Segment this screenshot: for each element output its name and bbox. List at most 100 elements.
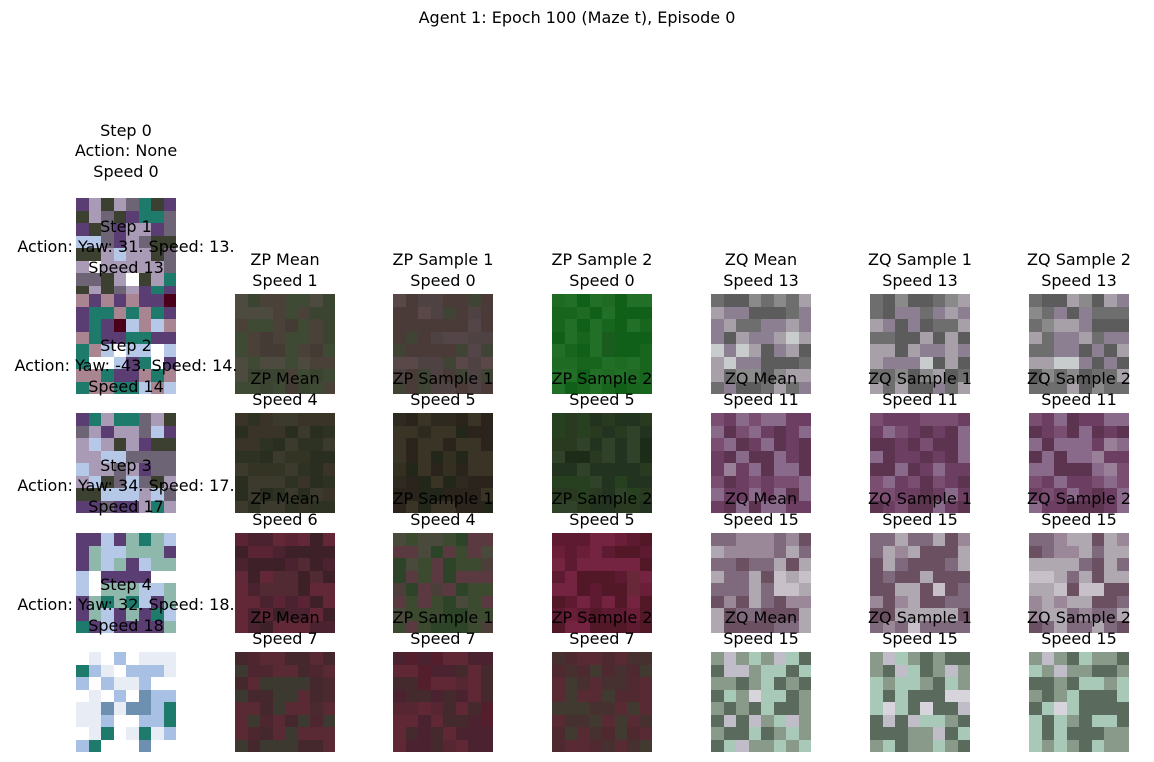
pixel bbox=[907, 583, 920, 596]
pixel bbox=[761, 381, 774, 394]
pixel bbox=[430, 425, 443, 438]
pixel bbox=[895, 344, 908, 357]
pixel bbox=[798, 369, 811, 382]
pixel bbox=[723, 500, 736, 513]
pixel bbox=[957, 608, 970, 621]
prediction-image bbox=[870, 413, 970, 513]
pixel bbox=[405, 488, 418, 501]
pixel bbox=[552, 500, 565, 513]
pixel bbox=[272, 702, 285, 715]
panel-speed: Speed 4 bbox=[410, 509, 476, 529]
pixel bbox=[711, 381, 724, 394]
prediction-title: ZQ Sample 2 Speed 13 bbox=[1027, 250, 1131, 291]
pixel bbox=[1029, 306, 1042, 319]
pixel bbox=[443, 319, 456, 332]
pixel bbox=[138, 248, 151, 261]
pixel bbox=[1079, 475, 1092, 488]
pixel bbox=[552, 344, 565, 357]
pixel bbox=[1029, 739, 1042, 752]
pixel bbox=[430, 356, 443, 369]
panel-title: ZQ Sample 2 bbox=[1027, 250, 1131, 269]
pixel bbox=[895, 319, 908, 332]
pixel bbox=[418, 714, 431, 727]
pixel bbox=[405, 702, 418, 715]
pixel bbox=[430, 570, 443, 583]
pixel bbox=[602, 608, 615, 621]
pixel bbox=[468, 500, 481, 513]
pixel bbox=[1041, 595, 1054, 608]
pixel bbox=[589, 356, 602, 369]
prediction-image bbox=[870, 294, 970, 394]
pixel bbox=[310, 620, 323, 633]
pixel bbox=[920, 739, 933, 752]
pixel bbox=[711, 583, 724, 596]
pixel bbox=[88, 273, 101, 286]
pixel bbox=[297, 488, 310, 501]
pixel bbox=[260, 702, 273, 715]
pixel bbox=[786, 583, 799, 596]
pixel bbox=[418, 545, 431, 558]
pixel bbox=[882, 608, 895, 621]
pixel bbox=[285, 438, 298, 451]
pixel bbox=[260, 714, 273, 727]
pixel bbox=[113, 620, 126, 633]
pixel bbox=[1104, 545, 1117, 558]
pixel bbox=[773, 714, 786, 727]
pixel bbox=[247, 545, 260, 558]
pixel bbox=[468, 475, 481, 488]
pixel bbox=[405, 438, 418, 451]
pixel bbox=[126, 620, 139, 633]
pixel bbox=[235, 450, 248, 463]
pixel bbox=[163, 702, 176, 715]
pixel bbox=[786, 500, 799, 513]
pixel bbox=[920, 488, 933, 501]
pixel bbox=[907, 488, 920, 501]
prediction-title: ZQ Sample 1 Speed 11 bbox=[868, 369, 972, 410]
pixel bbox=[126, 438, 139, 451]
pixel bbox=[798, 463, 811, 476]
pixel bbox=[920, 331, 933, 344]
pixel bbox=[748, 306, 761, 319]
pixel bbox=[1054, 438, 1067, 451]
pixel bbox=[163, 620, 176, 633]
pixel bbox=[589, 652, 602, 665]
pixel bbox=[882, 570, 895, 583]
pixel bbox=[393, 356, 406, 369]
pixel bbox=[101, 714, 114, 727]
prediction-title: ZQ Mean Speed 15 bbox=[723, 608, 799, 649]
pixel bbox=[761, 714, 774, 727]
pixel bbox=[480, 677, 493, 690]
pixel bbox=[405, 344, 418, 357]
pixel bbox=[1116, 356, 1129, 369]
pixel bbox=[932, 356, 945, 369]
pixel bbox=[1079, 739, 1092, 752]
pixel bbox=[455, 608, 468, 621]
pixel bbox=[932, 425, 945, 438]
pixel bbox=[577, 727, 590, 740]
pixel bbox=[920, 652, 933, 665]
pixel bbox=[945, 608, 958, 621]
pixel bbox=[786, 702, 799, 715]
pixel bbox=[88, 727, 101, 740]
pixel bbox=[113, 260, 126, 273]
pixel bbox=[773, 583, 786, 596]
pixel bbox=[564, 570, 577, 583]
pixel bbox=[627, 677, 640, 690]
pixel bbox=[639, 652, 652, 665]
pixel bbox=[870, 583, 883, 596]
pixel bbox=[798, 739, 811, 752]
pixel bbox=[1091, 488, 1104, 501]
pixel bbox=[151, 583, 164, 596]
pixel bbox=[627, 319, 640, 332]
pixel bbox=[468, 331, 481, 344]
pixel bbox=[920, 677, 933, 690]
pixel bbox=[564, 319, 577, 332]
pixel bbox=[151, 331, 164, 344]
pixel bbox=[163, 463, 176, 476]
pixel bbox=[101, 652, 114, 665]
pixel bbox=[88, 356, 101, 369]
pixel bbox=[627, 583, 640, 596]
pixel bbox=[882, 583, 895, 596]
pixel bbox=[235, 664, 248, 677]
pixel bbox=[932, 500, 945, 513]
